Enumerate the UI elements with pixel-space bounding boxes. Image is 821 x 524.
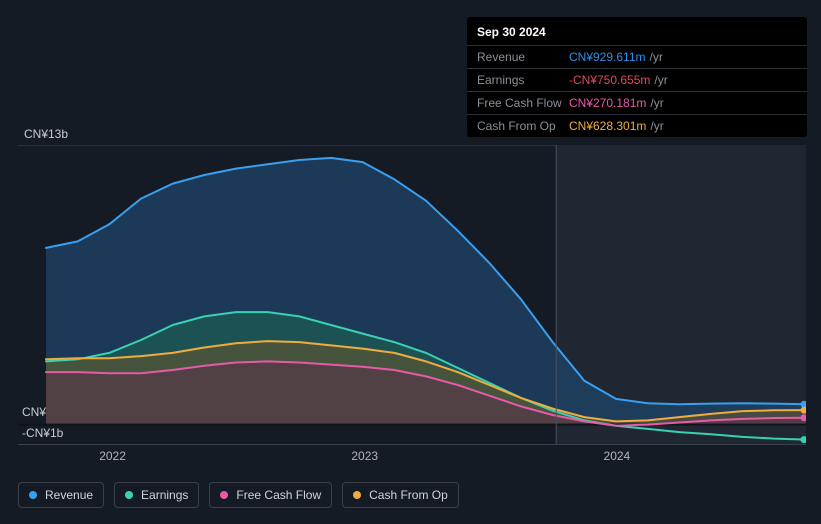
legend-label: Cash From Op <box>369 488 448 502</box>
tooltip-metric-label: Earnings <box>477 73 569 87</box>
tooltip-metric-label: Free Cash Flow <box>477 96 569 110</box>
tooltip-row: Earnings-CN¥750.655m/yr <box>467 68 807 91</box>
legend-item-free-cash-flow[interactable]: Free Cash Flow <box>209 482 332 508</box>
legend-item-earnings[interactable]: Earnings <box>114 482 199 508</box>
tooltip-unit: /yr <box>650 119 663 133</box>
tooltip-unit: /yr <box>650 96 663 110</box>
tooltip-metric-value: CN¥270.181m <box>569 96 646 110</box>
tooltip-metric-label: Revenue <box>477 50 569 64</box>
tooltip-metric-label: Cash From Op <box>477 119 569 133</box>
legend-dot-icon <box>29 491 37 499</box>
tooltip-metric-value: -CN¥750.655m <box>569 73 650 87</box>
tooltip-row: Free Cash FlowCN¥270.181m/yr <box>467 91 807 114</box>
tooltip-unit: /yr <box>654 73 667 87</box>
tooltip-metric-value: CN¥628.301m <box>569 119 646 133</box>
legend-dot-icon <box>125 491 133 499</box>
legend-item-cash-from-op[interactable]: Cash From Op <box>342 482 459 508</box>
legend-label: Free Cash Flow <box>236 488 321 502</box>
tooltip-unit: /yr <box>650 50 663 64</box>
tooltip-row: RevenueCN¥929.611m/yr <box>467 45 807 68</box>
x-axis: 2022 2023 2024 <box>18 449 806 469</box>
x-axis-tick: 2024 <box>604 449 631 463</box>
legend-item-revenue[interactable]: Revenue <box>18 482 104 508</box>
x-axis-tick: 2022 <box>99 449 126 463</box>
legend-label: Revenue <box>45 488 93 502</box>
legend-label: Earnings <box>141 488 188 502</box>
x-axis-tick: 2023 <box>351 449 378 463</box>
legend-dot-icon <box>220 491 228 499</box>
tooltip-metric-value: CN¥929.611m <box>569 50 646 64</box>
legend: Revenue Earnings Free Cash Flow Cash From O… <box>18 482 459 508</box>
tooltip-row: Cash From OpCN¥628.301m/yr <box>467 114 807 137</box>
y-axis-label-top: CN¥13b <box>24 127 68 141</box>
area-chart[interactable] <box>18 145 806 445</box>
chart-tooltip: Sep 30 2024 RevenueCN¥929.611m/yrEarning… <box>467 17 807 137</box>
tooltip-date: Sep 30 2024 <box>467 21 807 45</box>
legend-dot-icon <box>353 491 361 499</box>
